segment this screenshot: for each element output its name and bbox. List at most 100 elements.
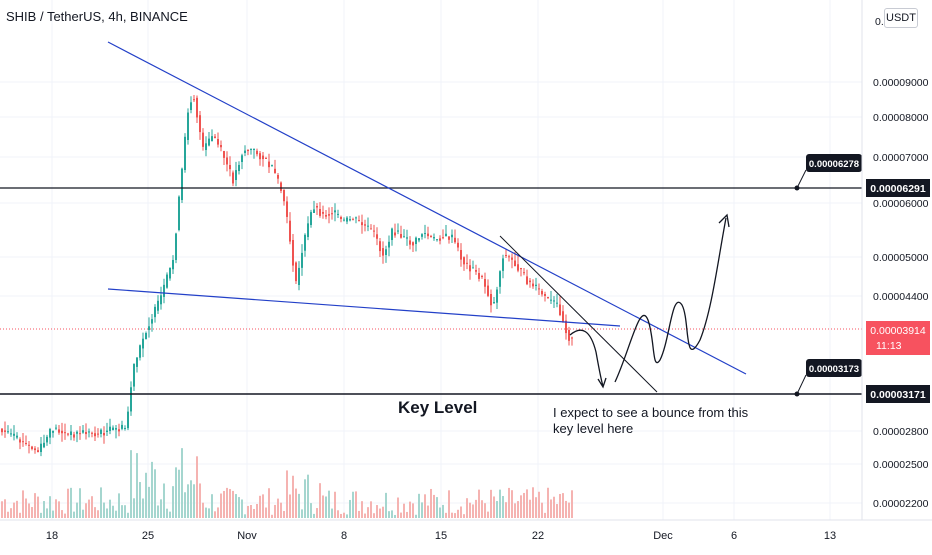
candle-body (163, 284, 165, 297)
volume-bar-up (331, 508, 333, 518)
volume-bar-down (88, 499, 90, 518)
volume-bar-up (304, 479, 306, 518)
candle-down (214, 133, 216, 139)
candle-body (319, 209, 321, 216)
candle-up (418, 238, 420, 243)
volume-bar-down (523, 492, 525, 518)
volume-bar-down (280, 502, 282, 518)
volume-bar-down (412, 503, 414, 518)
candle-body (565, 320, 567, 334)
candle-down (508, 254, 510, 262)
candle-up (139, 344, 141, 361)
candle-down (22, 433, 24, 447)
volume-bar-up (118, 493, 120, 518)
candle-down (364, 219, 366, 232)
volume-bar-down (229, 489, 231, 518)
volume-bar-up (193, 484, 195, 518)
chart-title: SHIB / TetherUS, 4h, BINANCE (6, 9, 188, 24)
candle-up (172, 255, 174, 274)
candle-body (493, 302, 495, 304)
candle-body (220, 145, 222, 148)
candle-down (409, 236, 411, 250)
candle-body (535, 284, 537, 286)
candle-body (226, 157, 228, 165)
volume-bars (1, 448, 573, 518)
candle-body (253, 148, 255, 150)
candle-body (346, 217, 348, 222)
volume-bar-down (202, 502, 204, 518)
candle-down (439, 235, 441, 245)
candle-up (496, 286, 498, 310)
volume-bar-up (46, 508, 48, 518)
volume-bar-up (43, 501, 45, 518)
candle-body (280, 182, 282, 191)
candle-down (289, 212, 291, 245)
candle-body (181, 168, 183, 200)
candle-body (301, 252, 303, 268)
candle-body (190, 102, 192, 110)
candle-body (382, 248, 384, 256)
candle-body (139, 345, 141, 358)
candle-body (529, 280, 531, 283)
volume-bar-down (268, 488, 270, 518)
candle-body (499, 271, 501, 287)
candle-up (550, 291, 552, 304)
candle-body (571, 337, 573, 339)
candle-body (283, 190, 285, 202)
candle-down (352, 217, 354, 221)
candle-body (37, 450, 39, 453)
candle-body (274, 168, 276, 174)
volume-bar-down (28, 503, 30, 518)
currency-button[interactable]: USDT (884, 8, 918, 28)
candle-body (262, 155, 264, 160)
volume-bar-up (103, 502, 105, 518)
candle-body (334, 210, 336, 213)
candle-body (238, 164, 240, 171)
volume-bar-down (277, 498, 279, 518)
candle-down (400, 225, 402, 239)
candle-body (316, 206, 318, 208)
candle-body (118, 429, 120, 432)
volume-bar-up (325, 496, 327, 518)
candle-body (10, 433, 12, 435)
volume-bar-up (52, 510, 54, 518)
candle-up (211, 129, 213, 142)
candle-up (157, 295, 159, 315)
volume-bar-down (343, 512, 345, 518)
volume-bar-down (91, 496, 93, 518)
volume-bar-down (295, 488, 297, 518)
candle-down (376, 227, 378, 246)
volume-bar-up (421, 502, 423, 518)
candle-up (115, 424, 117, 439)
candle-up (337, 209, 339, 218)
volume-bar-down (31, 507, 33, 518)
candle-down (490, 289, 492, 313)
candle-up (175, 232, 177, 264)
candle-down (523, 267, 525, 276)
volume-bar-down (265, 507, 267, 518)
candle-down (73, 431, 75, 441)
volume-bar-down (61, 510, 63, 518)
volume-bar-down (409, 501, 411, 518)
candle-body (364, 224, 366, 226)
candle-body (391, 228, 393, 240)
candle-body (151, 319, 153, 324)
candle-body (433, 237, 435, 239)
volume-bar-up (346, 514, 348, 518)
candle-up (121, 420, 123, 431)
candle-up (313, 200, 315, 214)
volume-bar-down (526, 489, 528, 518)
candle-down (478, 267, 480, 282)
volume-bar-up (133, 498, 135, 518)
volume-bar-down (316, 508, 318, 518)
candle-body (361, 222, 363, 226)
volume-bar-down (376, 505, 378, 518)
candle-body (553, 300, 555, 302)
candle-body (451, 234, 453, 238)
candle-body (511, 257, 513, 260)
candle-up (388, 235, 390, 257)
candle-up (106, 422, 108, 436)
candle-up (178, 195, 180, 232)
